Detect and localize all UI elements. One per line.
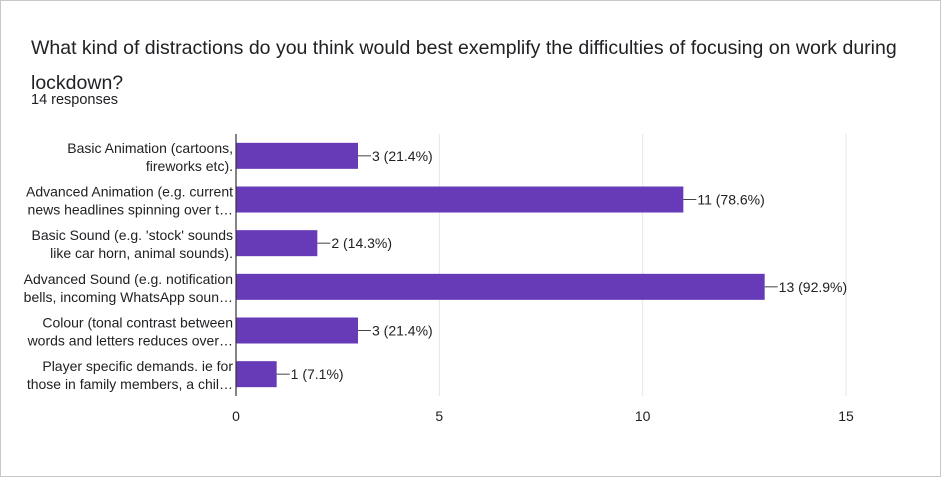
category-label-line: Player specific demands. ie for bbox=[42, 358, 233, 374]
x-tick-label: 5 bbox=[435, 408, 443, 424]
category-label-line: Colour (tonal contrast between bbox=[42, 315, 233, 331]
data-label: 1 (7.1%) bbox=[291, 366, 344, 382]
data-label: 2 (14.3%) bbox=[331, 235, 392, 251]
bar bbox=[236, 142, 358, 169]
category-label-line: those in family members, a chil… bbox=[27, 376, 233, 392]
bar bbox=[236, 317, 358, 344]
category-label: Player specific demands. ie for those in … bbox=[27, 358, 234, 392]
category-label: Advanced Animation (e.g. current news hea… bbox=[26, 184, 233, 218]
x-tick-label: 0 bbox=[232, 408, 240, 424]
category-label-line: like car horn, animal sounds). bbox=[50, 245, 233, 261]
bar bbox=[236, 186, 684, 213]
x-tick-label: 15 bbox=[838, 408, 854, 424]
category-label-line: bells, incoming WhatsApp soun… bbox=[24, 289, 233, 305]
gridlines bbox=[438, 134, 847, 396]
category-label: Colour (tonal contrast between words and … bbox=[27, 315, 233, 349]
category-labels: Basic Animation (cartoons, fireworks etc)… bbox=[24, 140, 234, 392]
response-count: 14 responses bbox=[31, 92, 119, 108]
data-label: 11 (78.6%) bbox=[697, 192, 764, 208]
data-label: 3 (21.4%) bbox=[372, 148, 433, 164]
category-label-line: words and letters reduces over… bbox=[27, 333, 233, 349]
category-label: Basic Animation (cartoons, fireworks etc)… bbox=[67, 140, 233, 174]
category-label-line: Advanced Animation (e.g. current bbox=[26, 184, 233, 200]
category-label-line: news headlines spinning over t… bbox=[28, 202, 233, 218]
x-axis-ticks: 0 5 10 15 bbox=[232, 408, 854, 424]
category-label-line: Advanced Sound (e.g. notification bbox=[24, 271, 233, 287]
category-label: Basic Sound (e.g. 'stock' sounds like car… bbox=[32, 227, 233, 261]
question-title: What kind of distractions do you think w… bbox=[31, 37, 897, 94]
bar bbox=[236, 273, 765, 300]
x-tick-label: 10 bbox=[635, 408, 651, 424]
category-label: Advanced Sound (e.g. notification bells, … bbox=[24, 271, 233, 305]
bars: 3 (21.4%) 11 (78.6%) 2 (14.3%) 13 (92.9%) 3 … bbox=[236, 142, 847, 388]
data-label: 3 (21.4%) bbox=[372, 323, 433, 339]
bar bbox=[236, 230, 318, 257]
category-label-line: Basic Sound (e.g. 'stock' sounds bbox=[32, 227, 233, 243]
data-label: 13 (92.9%) bbox=[779, 279, 847, 295]
bar bbox=[236, 361, 277, 388]
category-label-line: fireworks etc). bbox=[146, 158, 233, 174]
category-label-line: Basic Animation (cartoons, bbox=[67, 140, 233, 156]
